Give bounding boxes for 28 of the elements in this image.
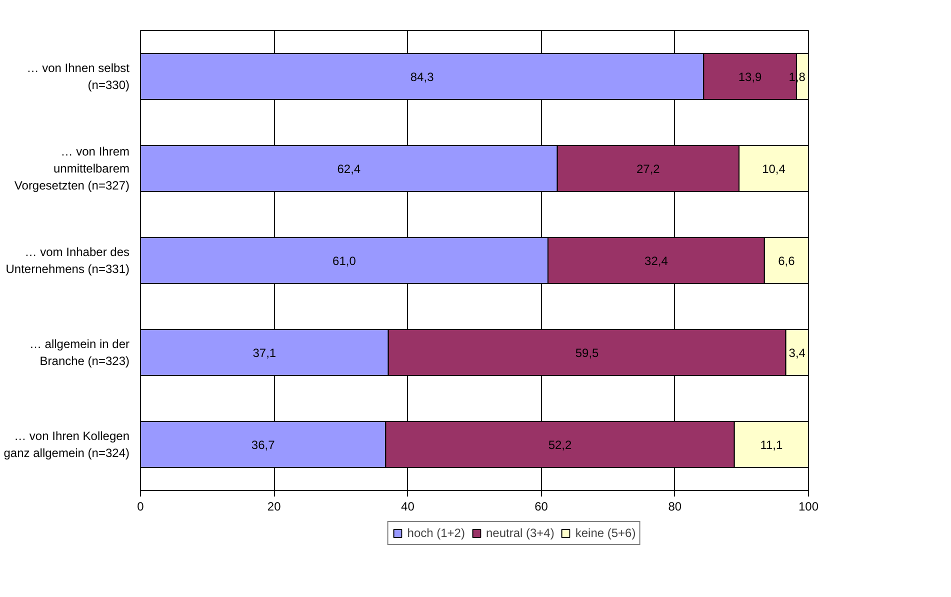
y-tick-label: … vom Inhaber des Unternehmens (n=331)	[6, 245, 130, 276]
x-tick-label: 0	[137, 500, 144, 514]
data-label: 6,6	[778, 254, 796, 268]
data-label: 59,5	[575, 346, 600, 360]
data-label: 27,2	[636, 162, 660, 176]
data-label: 3,4	[788, 346, 806, 360]
y-tick-label: … von Ihnen selbst (n=330)	[26, 61, 130, 92]
x-tick-label: 20	[267, 500, 282, 514]
x-tick-label: 60	[534, 500, 548, 514]
legend-label: keine (5+6)	[575, 526, 636, 540]
data-label: 84,3	[410, 70, 434, 84]
y-tick-label: … allgemein in der Branche (n=323)	[29, 337, 130, 368]
legend-label: hoch (1+2)	[407, 526, 465, 540]
data-label: 61,0	[332, 254, 356, 268]
legend-label: neutral (3+4)	[486, 526, 554, 540]
y-tick-label: … von Ihren Kollegen ganz allgemein (n=324)	[4, 429, 130, 460]
data-label: 52,2	[548, 438, 572, 452]
data-label: 13,9	[738, 70, 762, 84]
x-tick-label: 100	[798, 500, 819, 514]
x-tick-label: 80	[668, 500, 682, 514]
data-label: 37,1	[252, 346, 276, 360]
data-label: 36,7	[251, 438, 276, 452]
x-tick-label: 40	[401, 500, 415, 514]
data-label: 10,4	[762, 162, 786, 176]
data-label: 32,4	[644, 254, 668, 268]
data-label: 62,4	[337, 162, 361, 176]
data-label: 11,1	[760, 438, 783, 452]
y-tick-label: … von Ihrem unmittelbarem Vorgesetzten (n=327)	[14, 144, 130, 192]
